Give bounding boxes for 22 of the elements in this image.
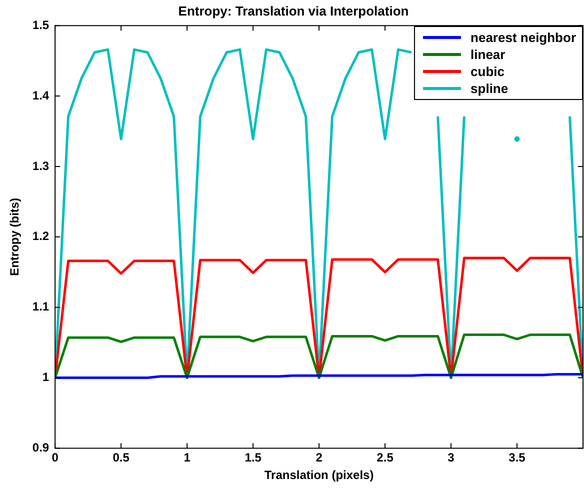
x-tick-label: 1.5 xyxy=(244,450,262,465)
x-tick-label: 1 xyxy=(184,450,191,465)
legend-label: nearest neighbor xyxy=(470,28,576,46)
x-tick-label: 2 xyxy=(316,450,323,465)
y-tick-label: 1.4 xyxy=(32,88,50,102)
y-tick-label: 1.3 xyxy=(32,158,50,173)
x-tick-label: 2.5 xyxy=(376,450,394,465)
x-axis-title: Translation (pixels) xyxy=(264,468,374,482)
x-tick-label: 3.5 xyxy=(508,450,526,465)
y-tick-label: 1.1 xyxy=(32,300,50,314)
x-tick-label: 0.5 xyxy=(112,450,130,465)
legend-label: linear xyxy=(470,46,506,63)
legend-label: spline xyxy=(470,80,508,97)
x-tick-label: 3 xyxy=(448,450,455,465)
y-tick-label: 0.9 xyxy=(32,440,50,455)
chart-title: Entropy: Translation via Interpolation xyxy=(178,3,409,18)
y-tick-label: 1 xyxy=(42,370,50,384)
legend-label: cubic xyxy=(470,62,504,80)
x-tick-label: 0 xyxy=(52,450,59,465)
y-axis-title: Entropy (bits) xyxy=(8,198,22,276)
y-tick-label: 1.5 xyxy=(32,18,50,32)
y-tick-label: 1.2 xyxy=(32,229,50,244)
